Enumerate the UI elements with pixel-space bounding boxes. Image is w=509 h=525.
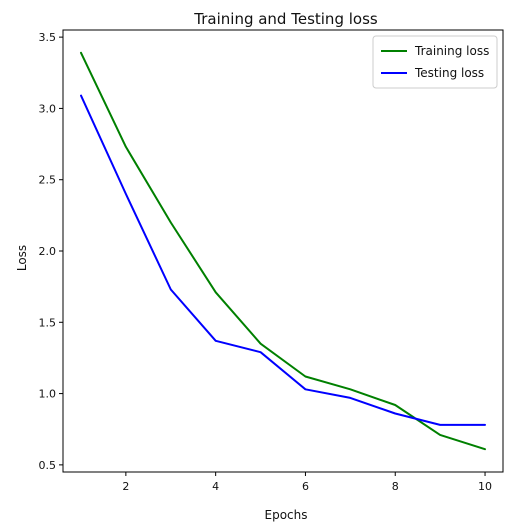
series-line-testing-loss — [80, 94, 486, 426]
x-tick-label: 6 — [302, 480, 309, 493]
y-tick-label: 2.0 — [39, 245, 57, 258]
legend-label: Training loss — [414, 44, 489, 58]
x-tick-label: 4 — [212, 480, 219, 493]
x-axis-label: Epochs — [265, 508, 308, 522]
x-tick-label: 10 — [478, 480, 492, 493]
y-tick-label: 0.5 — [39, 459, 57, 472]
y-axis: 0.5 1.0 1.5 2.0 2.5 3.0 3.5 — [39, 31, 63, 472]
x-tick-label: 2 — [122, 480, 129, 493]
chart-title: Training and Testing loss — [193, 10, 378, 28]
y-tick-label: 3.0 — [39, 102, 57, 115]
y-tick-label: 1.0 — [39, 388, 57, 401]
y-tick-label: 2.5 — [39, 174, 57, 187]
y-tick-label: 1.5 — [39, 316, 57, 329]
y-tick-label: 3.5 — [39, 31, 57, 44]
legend-label: Testing loss — [414, 66, 484, 80]
legend: Training loss Testing loss — [372, 35, 498, 89]
series-lines — [80, 51, 486, 451]
legend-box — [372, 35, 498, 89]
x-axis: 2 4 6 8 10 — [122, 472, 492, 493]
y-axis-label: Loss — [15, 245, 29, 271]
x-tick-label: 8 — [392, 480, 399, 493]
